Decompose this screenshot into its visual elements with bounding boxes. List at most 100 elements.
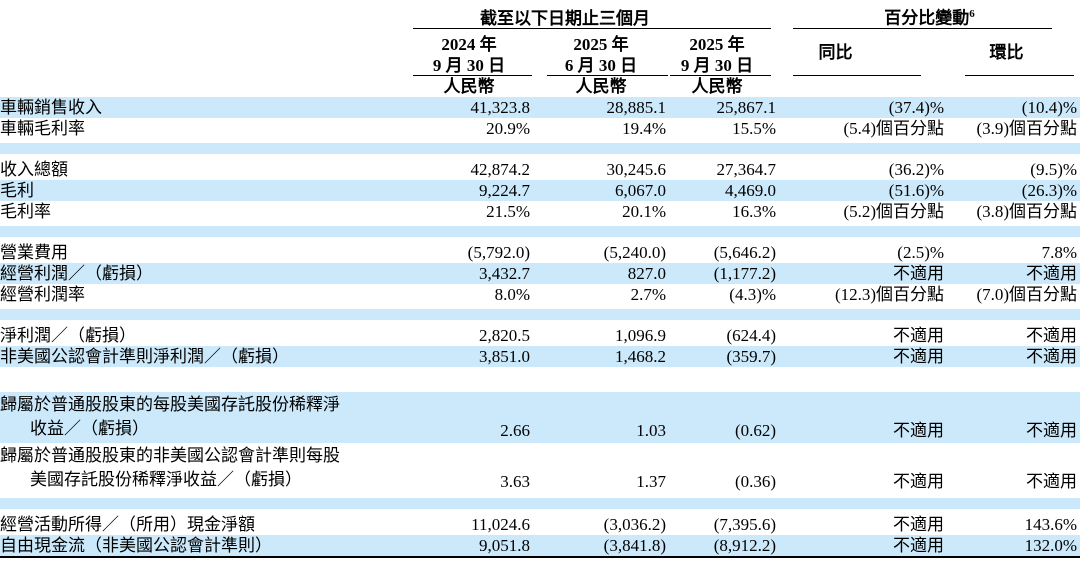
cell-value: 2,820.5	[479, 326, 530, 345]
cell-value: (3,841.8)	[533, 535, 669, 557]
col-date: 6 月 30 日	[564, 56, 638, 75]
spacer-row	[0, 222, 1080, 242]
cell-value: 28,885.1	[533, 97, 669, 118]
cell-value: (36.2)%	[888, 160, 945, 179]
cell-value: 不適用	[947, 392, 1080, 443]
header-empty-cell	[0, 29, 405, 76]
spacer-cell	[0, 139, 1080, 159]
group2-title: 百分比變動	[884, 9, 970, 28]
col-year: 2024 年	[441, 35, 497, 54]
cell-value: 16.3%	[732, 202, 777, 221]
cell-value: 20.1%	[622, 202, 666, 221]
spacer-row	[0, 139, 1080, 159]
cell-value: 3.63	[500, 472, 530, 491]
row-label: 非美國公認會計準則淨利潤／（虧損）	[0, 346, 405, 367]
spacer-row	[0, 367, 1080, 392]
cell-value: 不適用	[779, 392, 948, 443]
table-row: 非美國公認會計準則淨利潤／（虧損） 3,851.0 1,468.2 (359.7) 不適…	[0, 346, 1080, 367]
table-row: 淨利潤／（虧損） 2,820.5 1,096.9 (624.4) 不適用 不適用	[0, 325, 1080, 346]
cell-value: 827.0	[533, 263, 669, 284]
header-col-2024-09-30: 2024 年 9 月 30 日	[405, 29, 533, 76]
col-qoq-label: 環比	[989, 43, 1024, 62]
cell-value: 21.5%	[486, 202, 530, 221]
cell-value: (37.4)%	[779, 97, 948, 118]
spacer-row	[0, 494, 1080, 514]
spacer-cell	[0, 222, 1080, 242]
col-date: 9 月 30 日	[432, 56, 506, 75]
cell-value: 不適用	[1026, 326, 1078, 345]
table-row: 經營利潤／（虧損） 3,432.7 827.0 (1,177.2) 不適用 不適用	[0, 263, 1080, 284]
col-yoy-label: 同比	[818, 43, 853, 62]
table-row: 自由現金流（非美國公認會計準則） 9,051.8 (3,841.8) (8,912.2…	[0, 535, 1080, 557]
col2-underline	[547, 75, 668, 76]
cell-value: 1.03	[533, 392, 669, 443]
row-label: 經營利潤／（虧損）	[0, 263, 405, 284]
cell-value: 不適用	[947, 263, 1080, 284]
cell-value: 143.6%	[1024, 515, 1078, 534]
cell-value: (5.2)個百分點	[843, 202, 945, 221]
cell-value: 1.37	[636, 472, 666, 491]
header-col-yoy: 同比	[779, 29, 947, 76]
cell-value: 不適用	[893, 472, 945, 491]
cell-value: 41,323.8	[405, 97, 533, 118]
cell-value: (0.36)	[734, 472, 777, 491]
header-date-row: 2024 年 9 月 30 日 2025 年 6 月 30 日 2025 年 9…	[0, 29, 1080, 76]
cell-value: (1,177.2)	[669, 263, 780, 284]
cell-value: 19.4%	[622, 119, 666, 138]
cell-value: 15.5%	[732, 119, 777, 138]
row-label: 毛利率	[0, 202, 51, 221]
cell-value: 不適用	[893, 326, 945, 345]
spacer-cell	[0, 305, 1080, 325]
cell-value: (5.4)個百分點	[843, 119, 945, 138]
cell-value: 不適用	[893, 515, 945, 534]
cell-value: 132.0%	[947, 535, 1080, 557]
currency-cell: 人民幣	[691, 77, 743, 96]
table-row: 歸屬於普通股股東的每股美國存託股份稀釋淨 收益／（虧損） 2.66 1.03 (0.6…	[0, 392, 1080, 443]
cell-value: 3,851.0	[405, 346, 533, 367]
cell-value: (5,240.0)	[603, 243, 666, 262]
cell-value: 不適用	[1026, 472, 1078, 491]
row-label: 歸屬於普通股股東的每股美國存託股份稀釋淨 收益／（虧損）	[0, 392, 405, 443]
cell-value: 25,867.1	[669, 97, 780, 118]
cell-value: (3.8)個百分點	[976, 202, 1078, 221]
cell-value: 不適用	[947, 346, 1080, 367]
cell-value: 7.8%	[1041, 243, 1078, 262]
group1-title: 截至以下日期止三個月	[480, 9, 651, 28]
cell-value: 3,432.7	[405, 263, 533, 284]
table-header: 截至以下日期止三個月 百分比變動6 2024 年 9 月 30 日 2025 年…	[0, 0, 1080, 97]
cell-value: (3,036.2)	[603, 515, 666, 534]
cell-value: (10.4)%	[947, 97, 1080, 118]
table-row: 毛利率 21.5% 20.1% 16.3% (5.2)個百分點 (3.8)個百分點	[0, 201, 1080, 222]
header-empty-cell	[0, 76, 405, 97]
header-currency-row: 人民幣 人民幣 人民幣	[0, 76, 1080, 97]
cell-value: (26.3)%	[947, 180, 1080, 201]
row-label: 經營利潤率	[0, 285, 85, 304]
cell-value: 9,051.8	[405, 535, 533, 557]
col3-underline	[670, 75, 772, 76]
col-year: 2025 年	[573, 35, 629, 54]
table-row: 經營活動所得／（所用）現金淨額 11,024.6 (3,036.2) (7,395.6…	[0, 514, 1080, 535]
cell-value: 27,364.7	[716, 160, 777, 179]
col-date: 9 月 30 日	[680, 56, 754, 75]
cell-value: (5,792.0)	[467, 243, 530, 262]
cell-value: 30,245.6	[606, 160, 667, 179]
header-empty-cell	[947, 76, 1080, 97]
header-col-2025-06-30: 2025 年 6 月 30 日	[533, 29, 669, 76]
currency-cell: 人民幣	[443, 77, 495, 96]
cell-value: (2.5)%	[897, 243, 945, 262]
cell-value: 11,024.6	[471, 515, 530, 534]
row-label: 自由現金流（非美國公認會計準則）	[0, 535, 405, 557]
cell-value: (4.3)%	[729, 285, 777, 304]
row-label: 車輛毛利率	[0, 119, 85, 138]
header-empty-cell	[0, 0, 405, 29]
cell-value: 6,067.0	[533, 180, 669, 201]
cell-value: 1,468.2	[533, 346, 669, 367]
cell-value: (8,912.2)	[669, 535, 780, 557]
header-group-percent-change: 百分比變動6	[779, 0, 1080, 29]
row-label: 車輛銷售收入	[0, 97, 405, 118]
table-row: 經營利潤率 8.0% 2.7% (4.3)% (12.3)個百分點 (7.0)個百分點	[0, 284, 1080, 305]
cell-value: 不適用	[779, 346, 948, 367]
cell-value: (12.3)個百分點	[834, 285, 945, 304]
table-body: 車輛銷售收入 41,323.8 28,885.1 25,867.1 (37.4)% (10…	[0, 97, 1080, 557]
